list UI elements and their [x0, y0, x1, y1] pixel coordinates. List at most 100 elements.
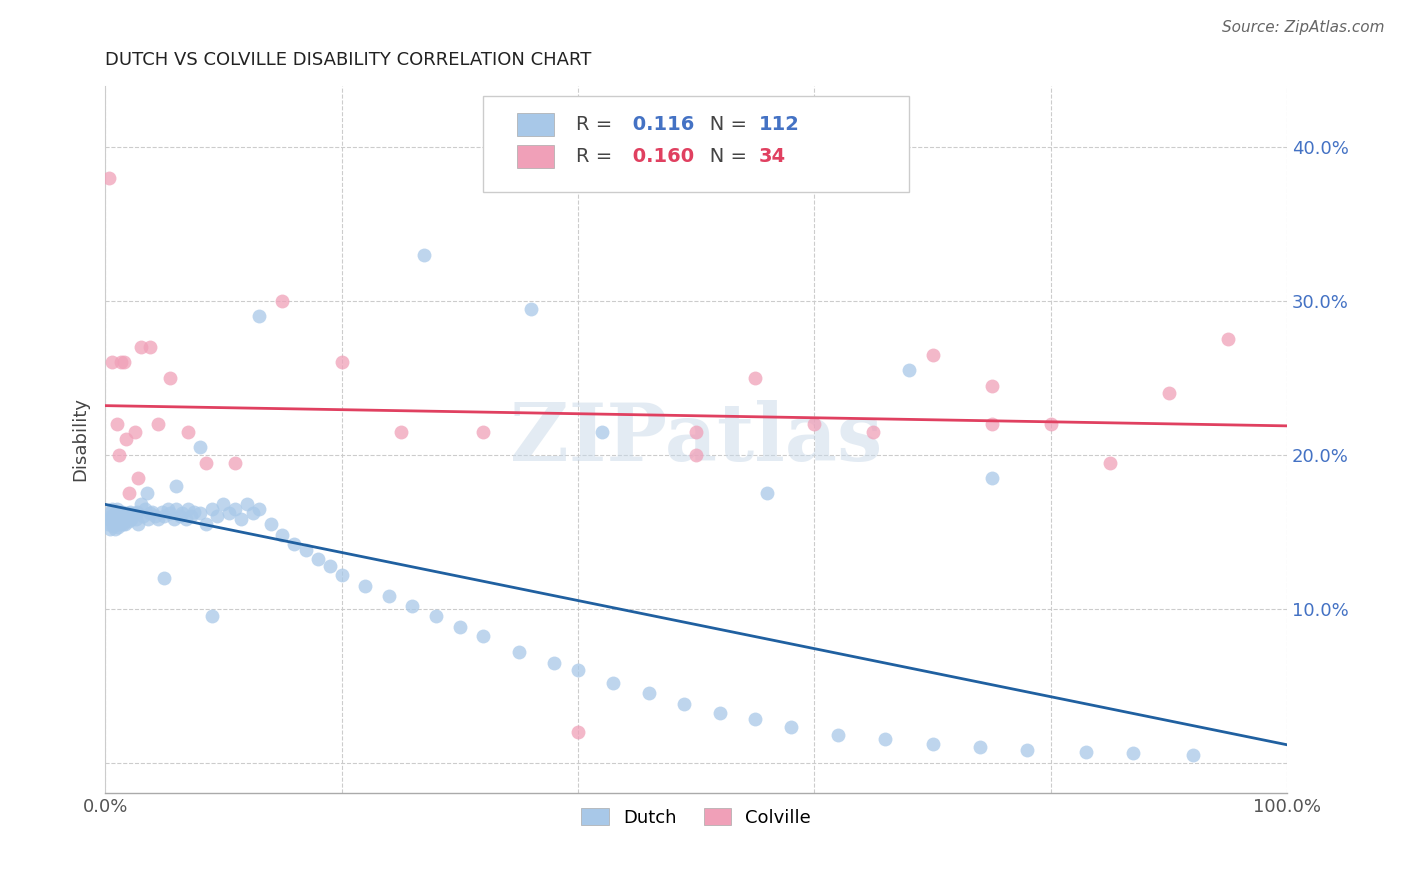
Point: [112, 512, 135, 526]
Point: [97, 517, 120, 532]
Point: [97, 512, 120, 526]
Point: [100, 509, 122, 524]
Text: DUTCH VS COLVILLE DISABILITY CORRELATION CHART: DUTCH VS COLVILLE DISABILITY CORRELATION…: [105, 51, 592, 69]
Point: [101, 355, 124, 369]
Point: [104, 506, 127, 520]
Point: [136, 512, 159, 526]
Point: [401, 599, 423, 613]
Point: [132, 509, 155, 524]
Point: [104, 516, 127, 530]
FancyBboxPatch shape: [516, 113, 554, 136]
Point: [117, 506, 139, 520]
Point: [969, 740, 991, 755]
Point: [200, 501, 222, 516]
Point: [153, 571, 176, 585]
Point: [543, 656, 565, 670]
Point: [425, 609, 447, 624]
Point: [242, 506, 264, 520]
Point: [744, 713, 766, 727]
Point: [236, 497, 259, 511]
Point: [224, 456, 246, 470]
Point: [567, 663, 589, 677]
Point: [188, 506, 211, 520]
Point: [115, 433, 138, 447]
Text: Source: ZipAtlas.com: Source: ZipAtlas.com: [1222, 20, 1385, 35]
Point: [100, 505, 122, 519]
Point: [207, 509, 229, 524]
Point: [1098, 456, 1121, 470]
Point: [1039, 417, 1062, 431]
Legend: Dutch, Colville: Dutch, Colville: [574, 801, 818, 834]
Point: [378, 590, 401, 604]
Point: [135, 486, 157, 500]
Point: [177, 501, 200, 516]
Point: [165, 501, 187, 516]
Point: [980, 378, 1002, 392]
Point: [159, 506, 181, 520]
Point: [212, 497, 235, 511]
Point: [779, 720, 801, 734]
Point: [174, 512, 197, 526]
Point: [127, 471, 149, 485]
Point: [247, 310, 270, 324]
Point: [159, 371, 181, 385]
Point: [218, 506, 240, 520]
Point: [139, 340, 162, 354]
Point: [472, 629, 495, 643]
FancyBboxPatch shape: [516, 145, 554, 168]
Point: [827, 728, 849, 742]
Point: [177, 425, 200, 439]
Point: [271, 528, 294, 542]
Point: [105, 417, 128, 431]
Point: [756, 486, 779, 500]
Point: [120, 512, 142, 526]
Point: [125, 512, 148, 526]
Point: [110, 517, 132, 532]
Point: [980, 417, 1002, 431]
Point: [1157, 386, 1180, 401]
Y-axis label: Disability: Disability: [72, 398, 89, 482]
Point: [1122, 747, 1144, 761]
Point: [283, 537, 305, 551]
Point: [111, 505, 134, 519]
Point: [118, 486, 141, 500]
Point: [744, 371, 766, 385]
Point: [472, 425, 495, 439]
Point: [389, 425, 412, 439]
Point: [163, 512, 186, 526]
Point: [169, 509, 191, 524]
Point: [101, 514, 124, 528]
Point: [110, 512, 132, 526]
Point: [111, 509, 134, 524]
Point: [508, 645, 530, 659]
Point: [103, 509, 125, 524]
Point: [124, 506, 146, 520]
Point: [229, 512, 252, 526]
FancyBboxPatch shape: [484, 96, 908, 192]
Point: [1216, 333, 1239, 347]
Point: [148, 417, 170, 431]
Text: N =: N =: [692, 115, 754, 134]
Point: [107, 520, 129, 534]
Point: [413, 248, 436, 262]
Point: [567, 724, 589, 739]
Point: [121, 509, 143, 524]
Point: [183, 505, 205, 519]
Point: [685, 448, 707, 462]
Point: [103, 518, 125, 533]
Point: [98, 522, 121, 536]
Point: [156, 501, 179, 516]
Point: [107, 512, 129, 526]
Point: [862, 425, 884, 439]
Point: [194, 517, 217, 532]
Text: R =: R =: [575, 115, 619, 134]
Point: [105, 517, 128, 532]
Point: [105, 501, 128, 516]
Point: [97, 170, 120, 185]
Point: [1076, 745, 1098, 759]
Point: [897, 363, 920, 377]
Point: [104, 522, 127, 536]
Point: [124, 425, 146, 439]
Text: R =: R =: [575, 147, 619, 166]
Point: [200, 609, 222, 624]
